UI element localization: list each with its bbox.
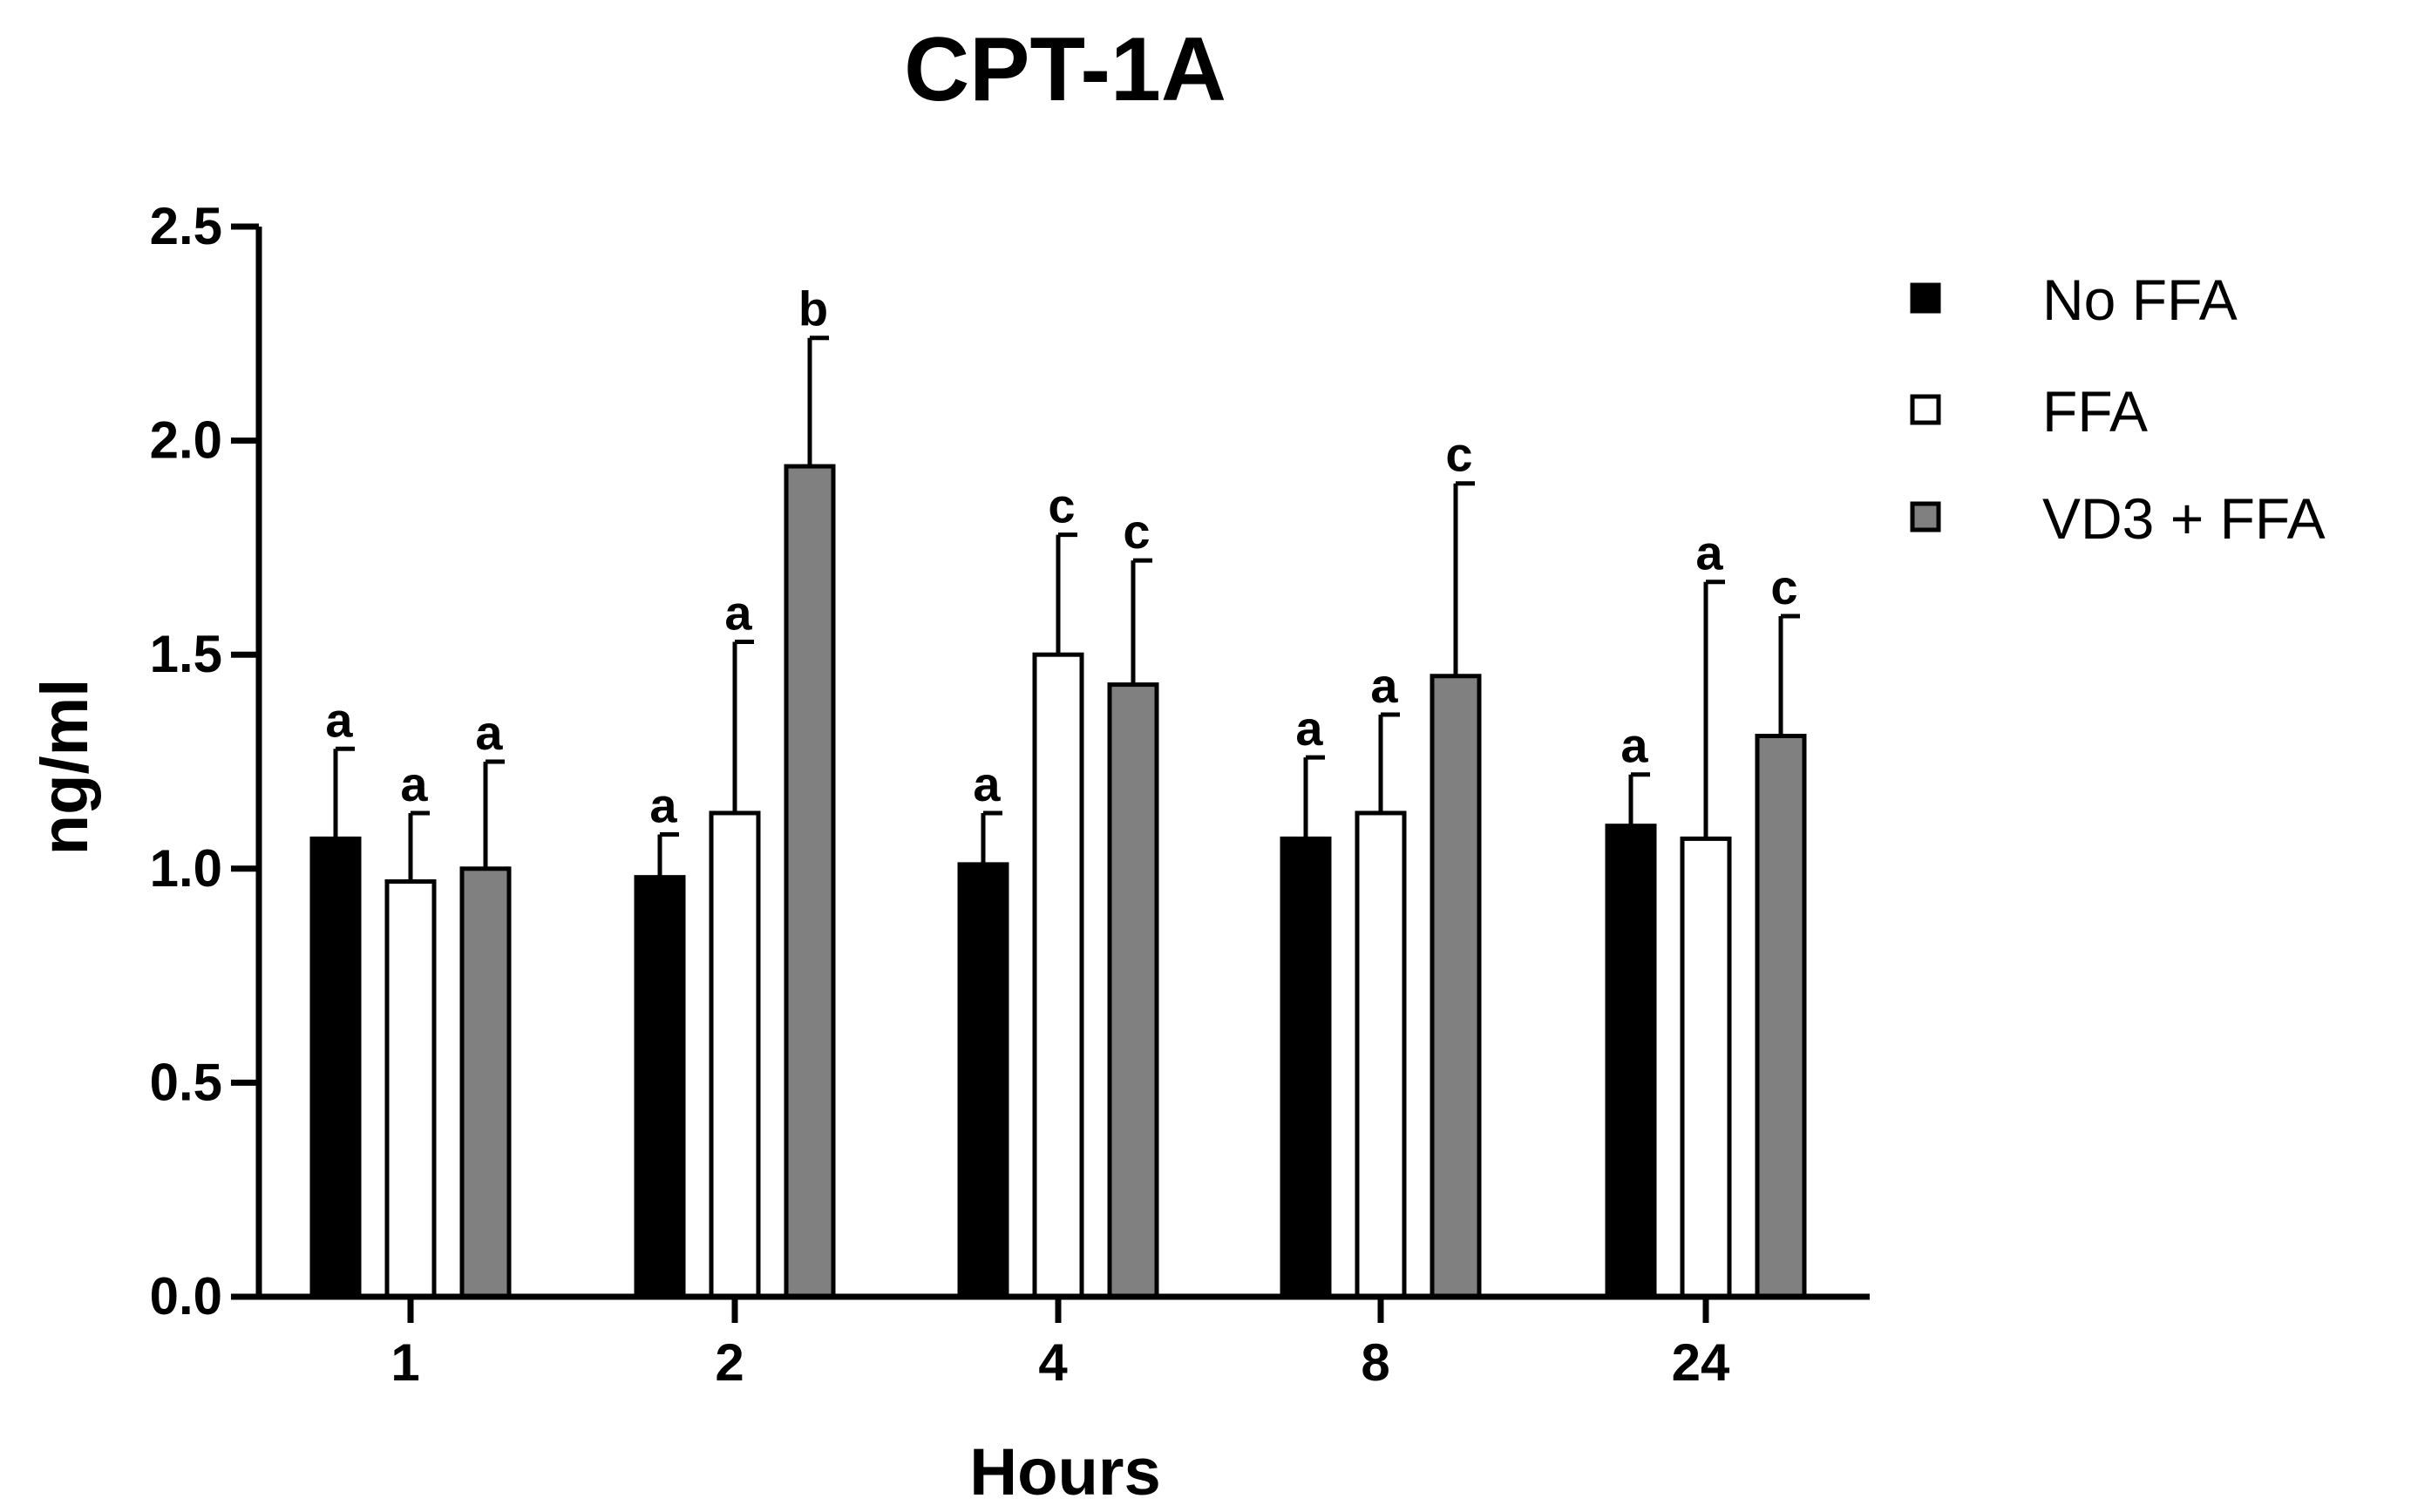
legend: No FFA FFA VD3 + FFA — [1910, 268, 2326, 551]
bar — [1355, 810, 1407, 1299]
bar — [1605, 824, 1657, 1299]
significance-label: a — [1620, 718, 1648, 773]
x-tick-label: 24 — [1672, 1333, 1730, 1392]
y-tick-label: 2.5 — [150, 197, 222, 255]
significance-label: a — [973, 756, 1001, 811]
significance-label: a — [724, 585, 752, 640]
legend-swatch — [1910, 394, 1941, 425]
significance-label: a — [400, 756, 428, 811]
bar — [1107, 682, 1159, 1299]
significance-label: c — [1445, 427, 1472, 482]
legend-label: No FFA — [2042, 268, 2238, 332]
legend-swatch — [1910, 501, 1941, 532]
bar — [957, 862, 1009, 1299]
significance-label: a — [475, 705, 503, 760]
x-tick-label: 8 — [1361, 1333, 1389, 1392]
bar — [784, 464, 836, 1299]
significance-label: c — [1048, 478, 1075, 533]
bar — [459, 866, 512, 1299]
y-tick-label: 0.0 — [150, 1267, 222, 1326]
y-axis-title: ng/ml — [28, 679, 102, 856]
significance-label: a — [1295, 701, 1323, 756]
bar — [384, 879, 437, 1299]
bar — [709, 810, 761, 1299]
bar — [309, 836, 362, 1299]
y-tick-label: 0.5 — [150, 1053, 222, 1111]
legend-label: FFA — [2042, 379, 2148, 444]
significance-label: c — [1770, 559, 1797, 614]
y-tick-label: 1.5 — [150, 625, 222, 683]
y-tick-label: 1.0 — [150, 839, 222, 898]
bar — [1680, 836, 1732, 1299]
bar — [1430, 674, 1482, 1299]
y-tick-label: 2.0 — [150, 411, 222, 470]
legend-swatch — [1910, 282, 1941, 314]
x-tick-label: 1 — [391, 1333, 419, 1392]
bar — [1280, 836, 1332, 1299]
bar — [634, 875, 686, 1299]
significance-label: a — [1370, 658, 1398, 713]
x-tick-label: 4 — [1038, 1333, 1068, 1392]
x-axis-title: Hours — [969, 1435, 1161, 1509]
significance-label: a — [1695, 525, 1723, 580]
x-tick-label: 2 — [715, 1333, 744, 1392]
bar — [1032, 652, 1084, 1299]
significance-label: a — [325, 692, 353, 747]
chart-title: CPT-1A — [904, 19, 1226, 120]
bar — [1755, 734, 1807, 1299]
significance-label: a — [649, 778, 677, 833]
significance-label: c — [1123, 504, 1150, 559]
legend-label: VD3 + FFA — [2042, 486, 2326, 551]
significance-label: b — [798, 281, 828, 336]
